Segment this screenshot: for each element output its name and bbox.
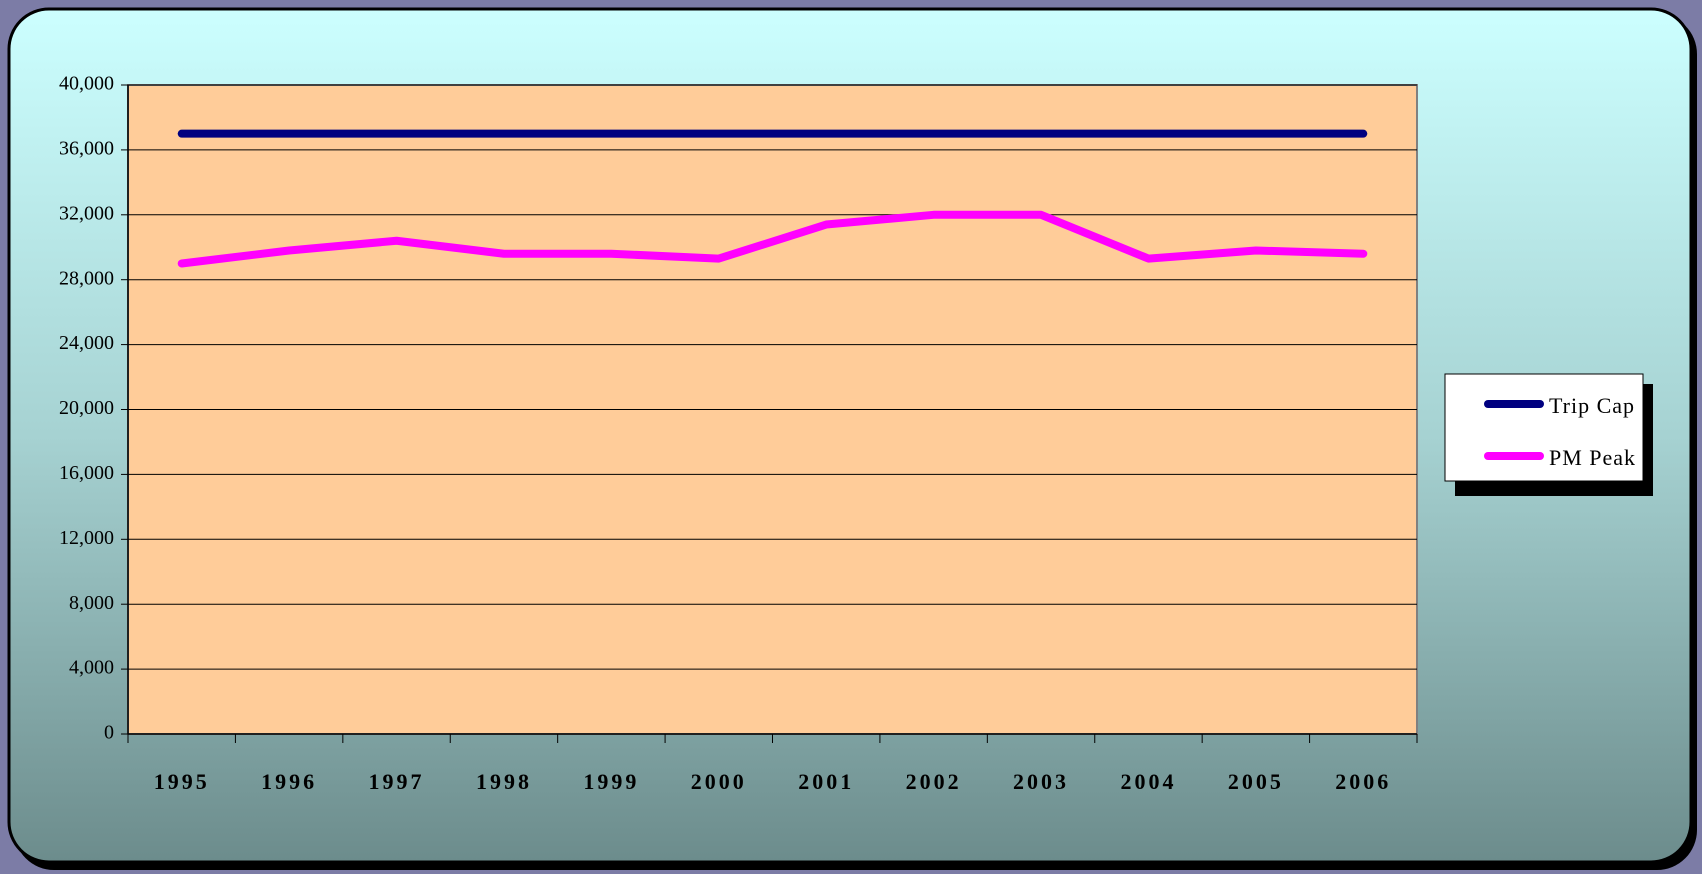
- x-tick-label: 2004: [1120, 769, 1176, 794]
- x-tick-label: 1995: [154, 769, 210, 794]
- y-tick-label: 8,000: [69, 592, 114, 614]
- y-tick-label: 12,000: [59, 527, 114, 549]
- y-tick-label: 32,000: [59, 202, 114, 224]
- legend-label: PM Peak: [1549, 445, 1636, 470]
- y-tick-label: 40,000: [59, 73, 114, 95]
- series-line: [177, 210, 1368, 268]
- x-tick-label: 2006: [1335, 769, 1391, 794]
- x-tick-label: 2000: [691, 769, 747, 794]
- y-tick-label: 0: [104, 722, 114, 744]
- x-tick-label: 2002: [906, 769, 962, 794]
- x-tick-label: 2001: [798, 769, 854, 794]
- y-tick-label: 24,000: [59, 332, 114, 354]
- x-tick-label: 1996: [261, 769, 317, 794]
- y-tick-label: 4,000: [69, 657, 114, 679]
- y-tick-label: 28,000: [59, 267, 114, 289]
- x-tick-label: 1999: [583, 769, 639, 794]
- x-tick-label: 1998: [476, 769, 532, 794]
- y-tick-label: 20,000: [59, 397, 114, 419]
- legend: [1444, 373, 1644, 482]
- legend-label: Trip Cap: [1549, 393, 1635, 418]
- x-tick-label: 2005: [1228, 769, 1284, 794]
- y-tick-label: 16,000: [59, 462, 114, 484]
- x-tick-label: 1997: [369, 769, 425, 794]
- y-tick-label: 36,000: [59, 137, 114, 159]
- x-tick-label: 2003: [1013, 769, 1069, 794]
